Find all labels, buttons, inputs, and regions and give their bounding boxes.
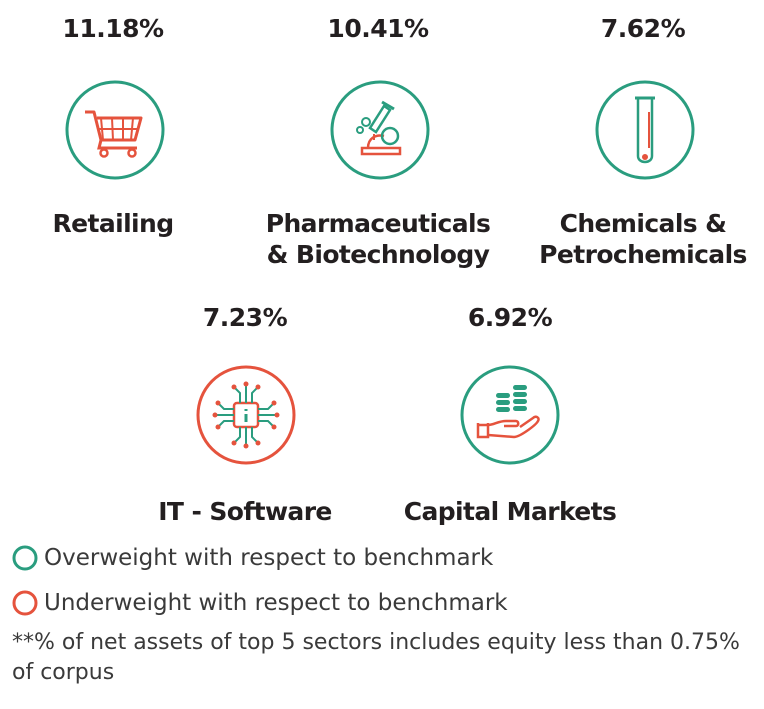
sector-percentage: 10.41% bbox=[327, 14, 429, 43]
footnote: **% of net assets of top 5 sectors inclu… bbox=[12, 630, 740, 685]
sector-name: Chemicals & Petrochemicals bbox=[539, 209, 747, 269]
sector-name: IT - Software bbox=[158, 497, 332, 526]
sector-percentage: 7.62% bbox=[600, 14, 686, 43]
sector-percentage: 6.92% bbox=[467, 303, 553, 332]
microchip-icon bbox=[196, 365, 296, 465]
legend-overweight-label: Overweight with respect to benchmark bbox=[44, 545, 494, 571]
shopping-cart-icon bbox=[65, 80, 165, 180]
legend-overweight: Overweight with respect to benchmark bbox=[12, 545, 493, 571]
sector-name: Pharmaceuticals & Biotechnology bbox=[265, 209, 491, 269]
sector-name: Retailing bbox=[52, 209, 174, 238]
legend-underweight-label: Underweight with respect to benchmark bbox=[44, 590, 508, 616]
test-tube-icon bbox=[595, 80, 695, 180]
sector-percentage: 11.18% bbox=[62, 14, 164, 43]
sector-name: Capital Markets bbox=[403, 497, 617, 526]
legend-underweight: Underweight with respect to benchmark bbox=[12, 590, 508, 616]
microscope-icon bbox=[330, 80, 430, 180]
overweight-ring-icon bbox=[12, 545, 38, 571]
coins-hand-icon bbox=[460, 365, 560, 465]
sector-percentage: 7.23% bbox=[202, 303, 288, 332]
underweight-ring-icon bbox=[12, 590, 38, 616]
